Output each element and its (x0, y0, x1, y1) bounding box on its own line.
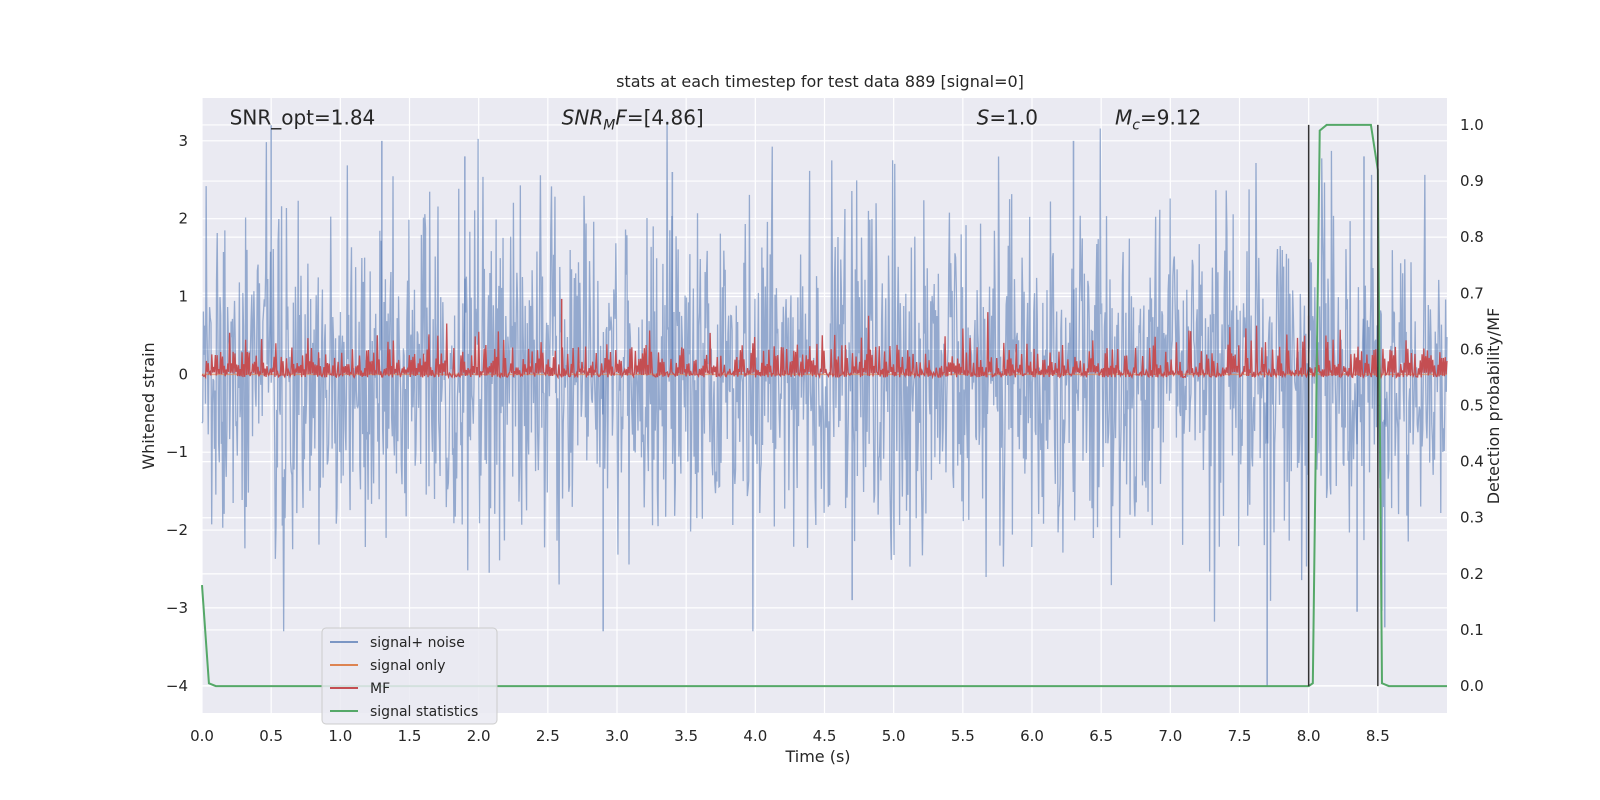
y2-tick-label: 1.0 (1460, 116, 1484, 134)
x-tick-label: 5.5 (951, 727, 975, 745)
x-tick-label: 8.5 (1366, 727, 1390, 745)
y-tick-label: 1 (178, 288, 188, 306)
y2-tick-label: 0.6 (1460, 340, 1484, 358)
y2-axis-label: Detection probability/MF (1484, 308, 1503, 505)
annotation: Mc=9.12 (1115, 105, 1201, 133)
y-tick-label: −1 (166, 443, 188, 461)
x-tick-label: 7.5 (1228, 727, 1252, 745)
x-tick-label: 2.5 (536, 727, 560, 745)
annotations: SNR_opt=1.84 SNRMF=[4.86] S=1.0 Mc=9.12 (230, 105, 1202, 133)
annotation: S=1.0 (977, 105, 1038, 129)
x-axis-label: Time (s) (784, 747, 850, 766)
legend-label: signal+ noise (370, 635, 465, 651)
x-tick-label: 3.0 (605, 727, 629, 745)
y2-tick-label: 0.5 (1460, 397, 1484, 415)
annotation: SNRMF=[4.86] (562, 105, 704, 133)
x-tick-label: 1.5 (398, 727, 422, 745)
y2-tick-label: 0.9 (1460, 172, 1484, 190)
x-tick-label: 1.0 (328, 727, 352, 745)
y2-tick-label: 0.1 (1460, 621, 1484, 639)
x-tick-label: 2.0 (467, 727, 491, 745)
y-tick-label: 3 (178, 132, 188, 150)
y-axis-label: Whitened strain (139, 342, 158, 469)
x-tick-label: 4.0 (743, 727, 767, 745)
x-tick-label: 6.5 (1089, 727, 1113, 745)
x-tick-label: 0.0 (190, 727, 214, 745)
legend-label: MF (370, 681, 390, 697)
legend: signal+ noise signal only MF signal statist… (321, 627, 498, 725)
series-layer (201, 121, 1448, 688)
series-signal-noise (201, 121, 1448, 632)
y-axis-ticks: 3 2 1 0 −1 −2 −3 −4 (166, 132, 188, 695)
x-tick-label: 5.0 (882, 727, 906, 745)
legend-label: signal only (370, 658, 445, 674)
x-tick-label: 0.5 (259, 727, 283, 745)
legend-box (321, 627, 498, 725)
series-mf (201, 312, 1448, 380)
chart-title: stats at each timestep for test data 889… (616, 72, 1024, 91)
annotation: SNR_opt=1.84 (230, 105, 376, 129)
legend-label: signal statistics (370, 704, 478, 720)
y-tick-label: 2 (178, 210, 188, 228)
y-tick-label: 0 (178, 365, 188, 383)
y-tick-label: −4 (166, 677, 188, 695)
x-tick-label: 8.0 (1297, 727, 1321, 745)
x-tick-label: 4.5 (813, 727, 837, 745)
y2-tick-label: 0.0 (1460, 677, 1484, 695)
vline-layer (1307, 124, 1379, 687)
x-axis-ticks: 0.0 0.5 1.0 1.5 2.0 2.5 3.0 3.5 4.0 4.5 5.0 5.5 6.0 6… (190, 727, 1390, 745)
y-tick-label: −2 (166, 521, 188, 539)
y2-tick-label: 0.2 (1460, 565, 1484, 583)
y2-tick-label: 0.4 (1460, 453, 1484, 471)
series-signal-statistics (201, 123, 1447, 688)
y2-tick-label: 0.7 (1460, 284, 1484, 302)
y-tick-label: −3 (166, 599, 188, 617)
y2-tick-label: 0.8 (1460, 228, 1484, 246)
y2-tick-label: 0.3 (1460, 509, 1484, 527)
x-tick-label: 3.5 (674, 727, 698, 745)
y2-axis-ticks: 1.0 0.9 0.8 0.7 0.6 0.5 0.4 0.3 0.2 0.1 0.0 (1460, 116, 1484, 695)
x-tick-label: 7.0 (1158, 727, 1182, 745)
x-tick-label: 6.0 (1020, 727, 1044, 745)
